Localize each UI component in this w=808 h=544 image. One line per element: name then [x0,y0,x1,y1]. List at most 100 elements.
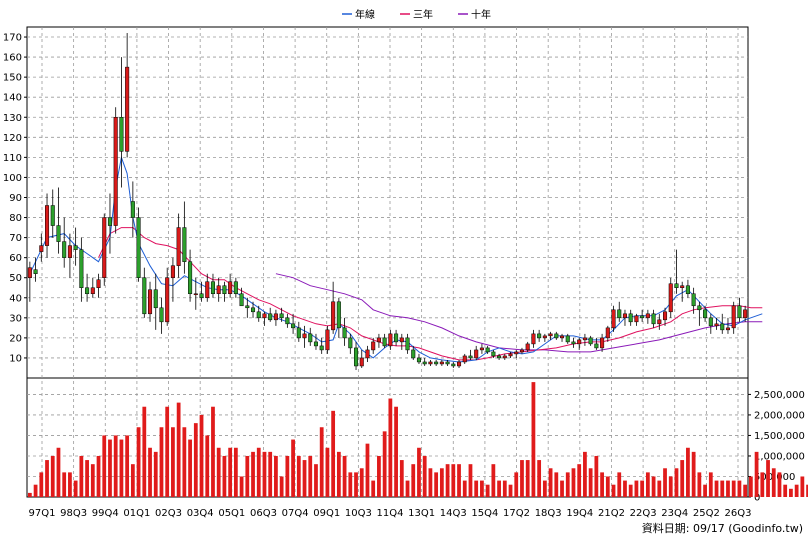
volume-bar [611,484,616,497]
candle-body [394,333,399,343]
candle-body [405,337,410,351]
volume-bar [605,476,610,497]
candle-body [725,327,730,331]
x-tick-label: 06Q3 [250,508,277,519]
volume-bar [291,439,295,497]
x-tick-label: 21Q2 [598,508,625,519]
candle-body [714,323,719,327]
candle-body [371,341,376,351]
candle-body [245,305,250,309]
candle-body [33,269,38,274]
candle-body [67,245,72,258]
price-tick-label: 140 [3,93,22,104]
source-note: 資料日期: 09/17 (Goodinfo.tw) [642,521,803,535]
x-tick-label: 03Q4 [187,508,214,519]
candle-body [193,293,198,296]
volume-bar [205,435,210,497]
volume-bar [113,435,118,497]
volume-bar [85,460,89,497]
x-tick-label: 18Q3 [535,508,562,519]
candle-body [560,335,565,339]
volume-bar [56,447,61,497]
volume-bar [193,423,198,497]
volume-bar [285,455,290,497]
candle-body [302,333,307,339]
candle-body [663,311,668,321]
candle-body [434,361,439,365]
volume-bar [279,476,284,497]
volume-bar [520,460,524,497]
volume-bar [714,480,719,497]
candle-body [622,313,627,319]
volume-bar [754,451,759,497]
volume-bar [777,472,782,497]
candle-body [594,343,599,349]
candle-body [125,66,130,152]
x-tick-label: 07Q4 [282,508,309,519]
x-tick-label: 19Q4 [566,508,593,519]
volume-bar [142,406,147,497]
volume-bar [806,484,808,497]
volume-bar [314,464,318,497]
candle-body [691,293,696,307]
gridlines [27,27,748,497]
volume-bar [251,451,255,497]
candle-body [39,245,44,252]
volume-bar [319,427,324,497]
volume-bars [27,382,808,497]
candle-body [577,339,582,345]
price-tick-label: 150 [3,73,22,84]
volume-bar [474,480,479,497]
volume-bar [703,484,707,497]
candle-body [439,361,444,365]
candle-body [445,361,450,365]
volume-bar [531,382,536,497]
candle-body [462,355,467,363]
candle-body [645,313,650,319]
volume-bar [39,472,44,497]
candle-body [119,117,124,152]
price-tick-label: 110 [3,153,22,164]
candle-body [542,335,547,339]
volume-bar [497,480,501,497]
volume-bar [371,480,376,497]
candle-body [685,285,690,295]
candle-body [85,287,90,295]
candle-body [651,313,656,325]
volume-bar [680,460,685,497]
volume-bar [583,451,587,497]
volume-bar [577,464,582,497]
volume-bar [554,472,559,497]
volume-bar [73,480,78,497]
volume-bar [405,480,410,497]
candle-body [485,347,490,353]
price-tick-label: 20 [9,333,22,344]
volume-bar [176,402,181,497]
volume-bar [348,472,353,497]
x-tick-label: 15Q4 [471,508,498,519]
candle-body [96,279,101,288]
candle-body [697,305,702,311]
volume-bar [125,435,130,497]
x-tick-label: 25Q2 [693,508,720,519]
volume-bar [336,451,341,497]
volume-tick-label: 1,500,000 [754,431,805,442]
volume-bar [737,480,742,497]
chart-frames [26,26,749,498]
candle-body [525,343,530,351]
candle-body [153,289,158,309]
candle-body [514,351,519,355]
candle-body [617,309,622,319]
price-tick-label: 30 [9,313,22,324]
price-tick-label: 160 [3,53,22,64]
candle-body [611,309,616,329]
price-tick-label: 120 [3,133,22,144]
candle-body [325,329,330,351]
volume-bar [382,431,387,497]
volume-bar [674,468,679,497]
x-tick-label: 23Q4 [661,508,688,519]
candle-body [182,227,187,262]
volume-bar [108,439,112,497]
x-tick-label: 17Q2 [503,508,530,519]
